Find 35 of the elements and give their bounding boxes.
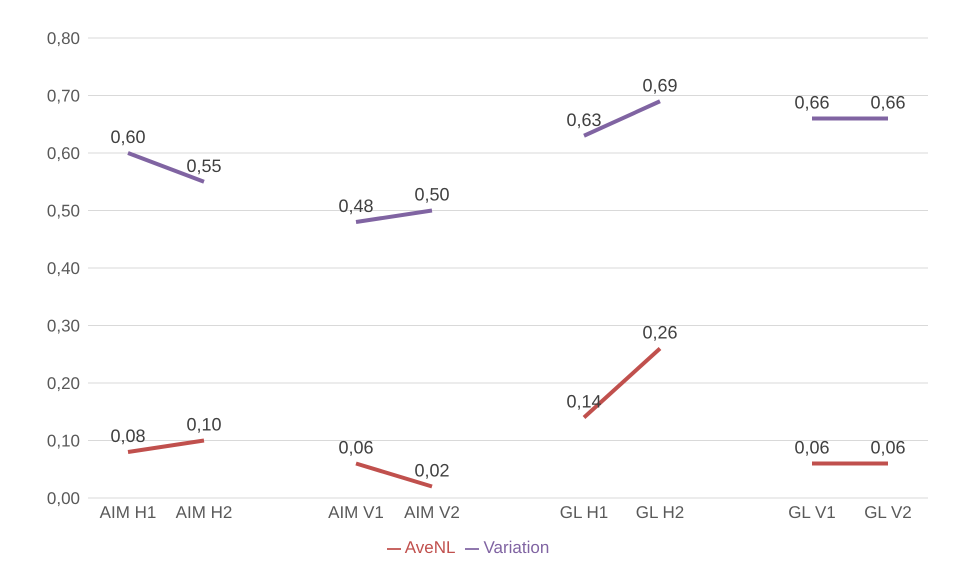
data-label: 0,06 bbox=[338, 438, 374, 458]
legend-label: AveNL bbox=[404, 538, 456, 557]
data-label: 0,06 bbox=[794, 438, 830, 458]
data-label: 0,08 bbox=[110, 426, 146, 446]
y-tick-label: 0,60 bbox=[46, 144, 80, 164]
data-label: 0,55 bbox=[186, 156, 222, 176]
data-label: 0,26 bbox=[642, 322, 678, 342]
data-label: 0,50 bbox=[414, 184, 450, 204]
legend-label: Variation bbox=[483, 538, 550, 557]
x-tick-label: AIM V1 bbox=[328, 503, 384, 522]
y-tick-label: 0,50 bbox=[46, 202, 80, 221]
x-tick-label: GL V2 bbox=[864, 503, 912, 522]
x-tick-label: AIM V2 bbox=[404, 503, 460, 522]
y-tick-label: 0,40 bbox=[46, 259, 80, 278]
y-tick-label: 0,80 bbox=[46, 29, 80, 48]
x-tick-label: AIM H2 bbox=[176, 503, 232, 522]
x-tick-label: AIM H1 bbox=[100, 503, 156, 522]
x-tick-label: GL V1 bbox=[788, 503, 836, 522]
x-tick-label: GL H2 bbox=[636, 503, 684, 522]
x-tick-label: GL H1 bbox=[560, 503, 608, 522]
y-tick-label: 0,10 bbox=[46, 432, 80, 451]
data-label: 0,63 bbox=[566, 110, 602, 130]
y-tick-label: 0,00 bbox=[46, 489, 80, 508]
data-label: 0,69 bbox=[642, 75, 678, 96]
data-label: 0,48 bbox=[338, 196, 374, 216]
data-label: 0,66 bbox=[870, 92, 906, 112]
data-label: 0,60 bbox=[110, 127, 146, 147]
data-label: 0,10 bbox=[186, 414, 222, 434]
data-label: 0,06 bbox=[870, 438, 906, 458]
data-label: 0,14 bbox=[566, 392, 602, 412]
data-label: 0,02 bbox=[414, 460, 450, 480]
y-tick-label: 0,70 bbox=[46, 86, 80, 106]
y-tick-label: 0,20 bbox=[46, 374, 80, 394]
data-label: 0,66 bbox=[794, 92, 830, 112]
y-tick-label: 0,30 bbox=[46, 316, 80, 336]
